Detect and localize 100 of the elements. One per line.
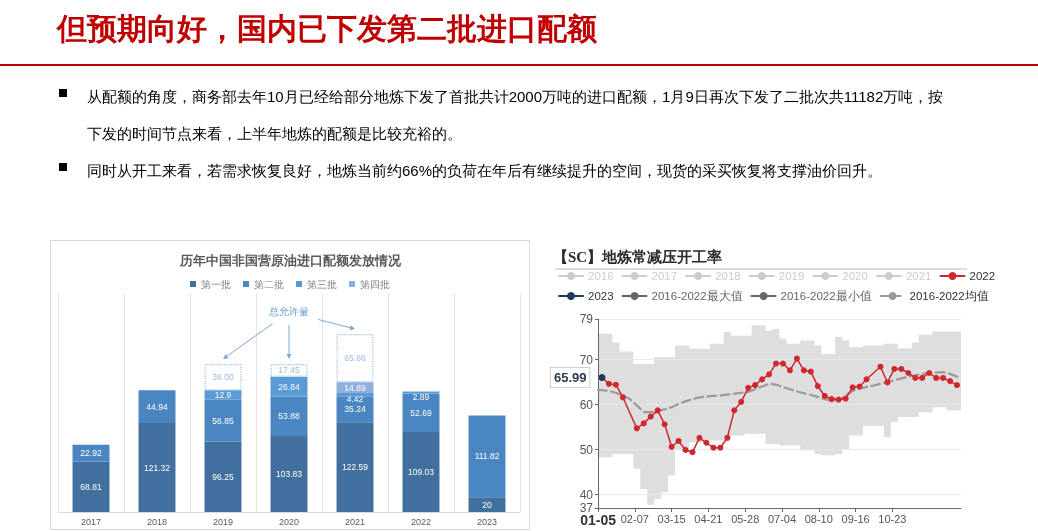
bar	[402, 391, 440, 394]
point	[919, 374, 926, 381]
point	[877, 363, 884, 370]
data-label: 52.69	[410, 407, 432, 418]
point	[912, 374, 919, 381]
point	[891, 365, 898, 372]
point	[821, 392, 828, 399]
point	[717, 444, 724, 451]
point	[773, 360, 780, 367]
point	[605, 380, 612, 387]
point	[926, 370, 933, 376]
legend-label: 第二批	[254, 278, 284, 290]
bar	[204, 441, 242, 512]
x-tick-label: 2017	[80, 516, 102, 527]
x-tick-label: 2020	[278, 516, 300, 527]
chart-title: 【SC】地炼常减压开工率	[553, 247, 723, 265]
point	[954, 382, 961, 389]
x-tick-label: 07-04	[767, 512, 797, 525]
text: 01-05	[580, 512, 617, 528]
legend-label: 2016-2022最大值	[651, 290, 743, 302]
data-label: 121.32	[144, 462, 171, 473]
point	[884, 379, 891, 386]
point	[947, 378, 954, 385]
point	[828, 396, 835, 403]
data-label: 2.89	[412, 391, 430, 402]
point	[759, 376, 766, 383]
bar	[138, 423, 176, 512]
y-tick-label: 70	[579, 352, 594, 367]
point	[619, 394, 626, 401]
x-tick-label: 2023	[476, 516, 498, 527]
x-tick-label: 03-15	[657, 512, 686, 525]
x-tick-label: 2021	[344, 516, 366, 527]
data-label: 12.9	[214, 390, 232, 401]
y-tick-label: 37	[579, 501, 594, 515]
x-tick-label: 2019	[212, 516, 234, 527]
x-tick-label: 05-28	[731, 512, 760, 525]
point	[856, 383, 863, 390]
legend-label: 2016-2022最小值	[780, 290, 872, 302]
data-label: 111.82	[474, 451, 500, 462]
data-label: 56.85	[212, 415, 234, 426]
y-tick-label: 50	[579, 442, 594, 457]
point	[863, 376, 870, 383]
point	[647, 413, 654, 420]
point	[940, 374, 947, 381]
legend-label: 第一批	[201, 278, 231, 290]
bar	[270, 435, 308, 512]
text: 从配额的角度，商务部去年10月已经给部分地炼下发了首批共计2000万吨的进口配额，1月9日再次下发了二批次共11182万吨，按下发的时间节点来看，上半年地炼的配额是比较充裕的。	[87, 88, 944, 142]
bar	[468, 415, 506, 498]
data-label: 65.86	[344, 353, 366, 364]
point	[933, 374, 940, 381]
data-label: 17.45	[278, 365, 300, 376]
y-tick-label: 60	[579, 397, 594, 412]
point	[612, 381, 619, 388]
point	[654, 407, 661, 414]
x-tick-label: 2018	[146, 516, 168, 527]
data-label: 35.24	[344, 404, 366, 415]
bar	[336, 422, 374, 512]
text: 同时从开工来看，若需求恢复良好，地炼当前约66%的负荷在年后有继续提升的空间，现货的采买恢复将支撑油价回升。	[87, 162, 883, 179]
point	[640, 420, 647, 427]
point	[633, 425, 640, 432]
data-label: 36.00	[212, 372, 234, 383]
bar	[336, 333, 374, 383]
data-label: 65.99	[553, 370, 587, 386]
point	[842, 395, 849, 402]
x-tick-label: 2022	[410, 516, 432, 527]
point	[703, 439, 710, 446]
legend-label: 2016-2022均值	[909, 290, 989, 302]
data-label: 4.42	[346, 393, 364, 404]
point	[766, 371, 773, 378]
data-label: 96.25	[212, 471, 234, 482]
x-tick-label: 02-07	[620, 512, 649, 525]
point	[898, 365, 905, 372]
point	[786, 367, 793, 374]
data-label: 22.92	[80, 448, 102, 459]
point	[675, 437, 682, 444]
point	[682, 446, 689, 453]
point	[668, 443, 675, 450]
point	[779, 360, 786, 367]
point	[793, 355, 800, 362]
bar	[468, 497, 506, 512]
bar	[204, 363, 242, 391]
data-label: 26.84	[278, 381, 300, 392]
data-label: 122.59	[342, 462, 369, 473]
point	[745, 384, 752, 391]
point	[752, 382, 759, 389]
x-tick-label: 04-21	[694, 512, 723, 525]
data-label: 14.89	[344, 382, 366, 393]
data-label: 20	[482, 499, 492, 510]
data-label: 68.81	[80, 481, 102, 492]
point	[696, 434, 703, 441]
legend-label: 第三批	[307, 278, 337, 290]
legend-label: 2023	[588, 290, 614, 302]
point	[710, 444, 717, 451]
data-label: 103.83	[276, 468, 303, 479]
point	[807, 368, 814, 375]
y-tick-label: 40	[579, 487, 594, 502]
data-label: 109.03	[408, 467, 435, 478]
point	[814, 383, 821, 390]
data-label: 53.88	[278, 411, 300, 422]
point	[738, 398, 745, 405]
